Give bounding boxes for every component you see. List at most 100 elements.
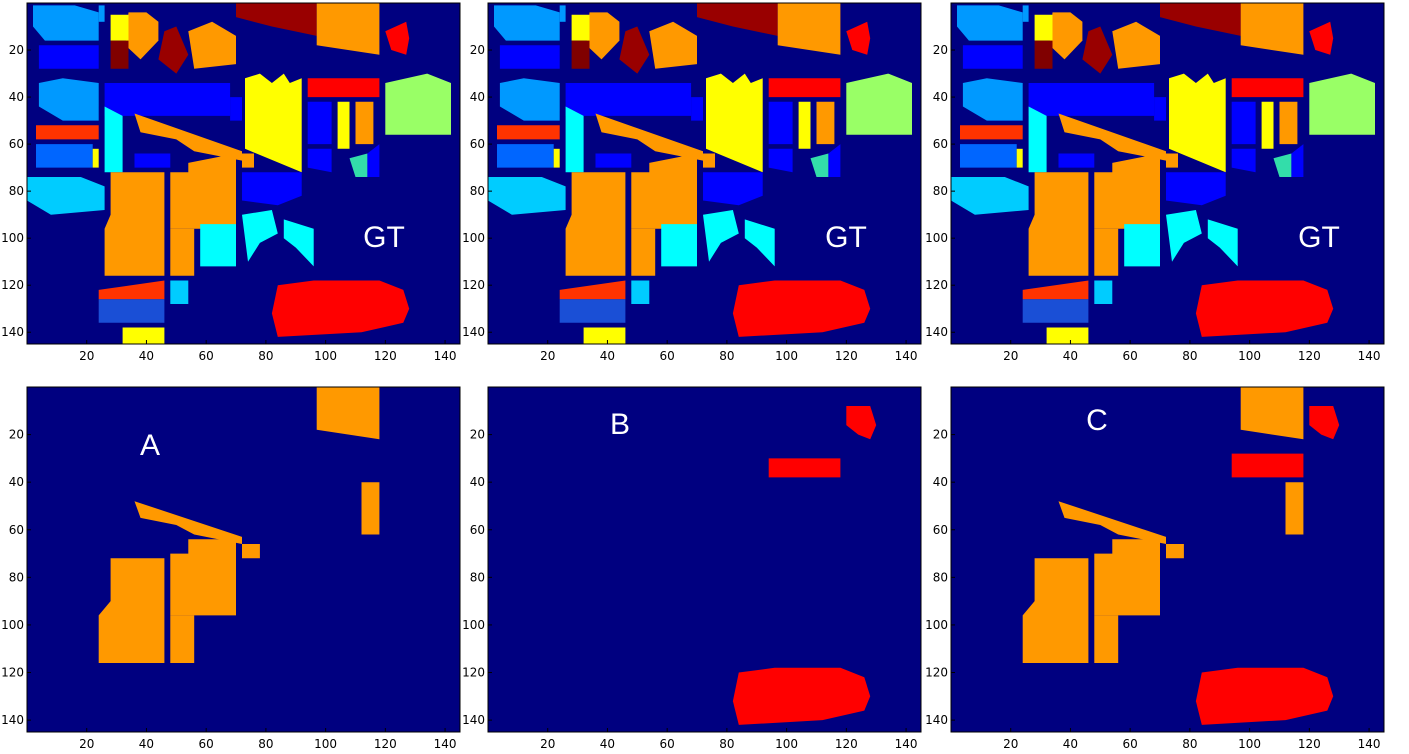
class-region-steel-blue [1022,299,1089,323]
class-region-orange [1058,501,1166,544]
class-region-cyan [703,210,739,262]
y-tick-label: 40 [933,90,948,104]
x-tick-label: 100 [1238,737,1261,751]
class-region-red [1195,280,1334,337]
class-region-light-blue [962,78,1023,121]
class-region-orange [355,101,374,145]
chart-svg: 20 40 60 80 100 120 140 20 40 60 80 100 120 140 A [1,386,461,751]
class-region-cyan [1207,219,1238,267]
class-region-orange [316,3,380,55]
class-region-red [768,78,841,98]
class-region-light-blue [494,5,560,41]
class-region-blue [691,97,703,121]
x-tick-label: 40 [139,349,154,363]
class-region-orange [1028,172,1089,276]
class-region-orange [1094,539,1160,616]
y-tick-label: 100 [925,618,948,632]
class-region-blue [565,83,692,116]
class-region-yellow [798,101,811,149]
x-tick-label: 140 [434,737,457,751]
class-region-red [768,458,841,478]
class-region-steel-blue [559,299,626,323]
y-tick-label: 80 [470,184,485,198]
class-region-red [1309,21,1334,55]
y-tick-label: 60 [470,137,485,151]
axes-frame [950,2,1385,345]
class-region-light-green [385,73,451,135]
y-tick-label: 60 [933,523,948,537]
class-region-dark-red [1160,3,1241,36]
y-tick-label: 20 [470,43,485,57]
class-region-dark-red [1082,26,1113,74]
class-region-yellow [553,148,560,168]
chart-svg: 20 40 60 80 100 120 140 20 40 60 80 100 120 140 GT [462,2,922,363]
class-region-red [846,406,877,440]
y-tick-label: 40 [9,90,24,104]
axes-frame [26,2,461,345]
class-region-blue [1154,97,1166,121]
class-region-dark-red [619,26,650,74]
class-region-blue [703,172,763,206]
class-region-light-blue [38,78,99,121]
x-tick-label: 60 [1123,737,1138,751]
x-tick-label: 60 [199,737,214,751]
axes-frame [487,2,922,345]
x-tick-label: 20 [540,737,555,751]
class-region-cyan [565,106,584,173]
y-tick-label: 120 [462,666,485,680]
class-region-blue [962,45,1023,69]
class-region-red [1195,667,1334,725]
x-tick-label: 20 [1003,349,1018,363]
class-region-yellow [245,73,302,173]
class-region-dark-red [697,3,778,36]
class-region-orange [1279,101,1298,145]
y-tick-label: 100 [925,231,948,245]
class-region-yellow [122,327,165,344]
class-region-yellow [1261,101,1274,149]
class-region-cyan [661,224,697,267]
class-region-orange [242,544,260,559]
class-region-light-blue [98,5,105,22]
chart-svg: 20 40 60 80 100 120 140 20 40 60 80 100 120 140 B [462,386,922,751]
x-tick-label: 100 [775,349,798,363]
plot-background [27,387,460,732]
chart-panel-gt-2: 20 40 60 80 100 120 140 20 40 60 80 100 120 140 GT [461,2,922,366]
y-tick-label: 140 [462,713,485,727]
y-tick-label: 140 [1,325,24,339]
class-region-orange [1166,153,1178,168]
x-tick-label: 40 [1063,349,1078,363]
class-region-cyan [1028,106,1047,173]
axes-frame [26,386,461,733]
y-tick-label: 100 [462,231,485,245]
y-tick-label: 120 [462,278,485,292]
class-region-orange [1166,544,1184,559]
y-tick-label: 60 [9,137,24,151]
chart-panel-b: 20 40 60 80 100 120 140 20 40 60 80 100 120 140 B [461,386,922,754]
axes-frame [487,386,922,733]
class-region-orange [1049,12,1083,60]
y-tick-label: 80 [9,570,24,584]
class-region-cyan [104,106,123,173]
class-region-blue [242,172,302,206]
y-tick-label: 100 [1,231,24,245]
chart-panel-c: 20 40 60 80 100 120 140 20 40 60 80 100 120 140 C [924,386,1385,754]
x-tick-label: 80 [1182,349,1197,363]
chart-svg: 20 40 60 80 100 120 140 20 40 60 80 100 120 140 C [925,386,1385,751]
class-region-yellow [1169,73,1226,173]
y-tick-label: 40 [470,475,485,489]
class-region-cyan [200,224,236,267]
class-region-sky-blue [488,177,566,215]
class-region-blue [307,101,332,145]
class-region-cyan [744,219,775,267]
y-tick-label: 20 [9,428,24,442]
class-region-teal [1273,153,1292,177]
y-tick-label: 120 [925,278,948,292]
class-region-orange [316,387,380,440]
class-region-blue [1291,144,1304,177]
x-tick-label: 140 [1358,349,1381,363]
x-tick-label: 100 [314,737,337,751]
y-tick-label: 60 [933,137,948,151]
class-region-blue [1231,101,1256,145]
class-region-red [1309,406,1340,440]
class-region-red-orange [559,280,626,300]
